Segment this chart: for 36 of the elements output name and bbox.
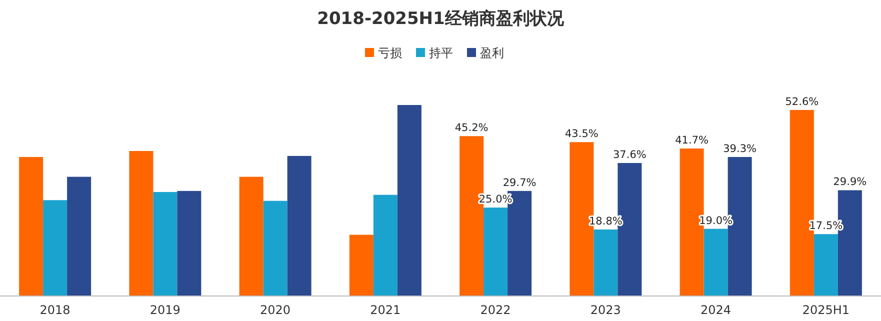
bar	[397, 105, 422, 296]
legend-label: 亏损	[378, 46, 402, 60]
bar	[129, 150, 154, 296]
bar	[67, 176, 92, 296]
bar	[43, 200, 68, 296]
bar	[19, 156, 44, 296]
x-tick-label: 2023	[590, 303, 621, 317]
bar	[814, 234, 838, 296]
bar	[177, 190, 202, 296]
data-label: 39.3%	[723, 142, 757, 155]
legend-label: 盈利	[480, 46, 504, 60]
bar	[287, 156, 312, 296]
x-tick-label: 2025H1	[802, 303, 850, 317]
x-tick-label: 2018	[40, 303, 70, 317]
bar	[704, 228, 728, 296]
x-tick-label: 2022	[480, 303, 511, 317]
x-tick-label: 2020	[260, 303, 291, 317]
data-label: 29.7%	[502, 176, 536, 189]
bar	[484, 208, 508, 296]
data-label: 43.5%	[565, 128, 598, 140]
data-label: 52.6%	[785, 96, 819, 108]
data-label: 29.9%	[833, 176, 867, 188]
bar	[349, 234, 374, 296]
x-tick-label: 2024	[700, 303, 732, 317]
data-label: 45.2%	[454, 122, 488, 134]
x-tick-label: 2019	[150, 303, 180, 317]
data-label: 37.6%	[613, 149, 646, 162]
chart-title: 2018-2025H1经销商盈利状况	[317, 9, 565, 29]
data-label: 41.7%	[675, 134, 709, 147]
bar	[594, 230, 618, 296]
bar	[263, 200, 288, 296]
bar	[153, 192, 178, 296]
legend-label: 持平	[429, 46, 453, 60]
bar	[373, 194, 398, 296]
bar	[239, 176, 264, 296]
x-tick-label: 2021	[370, 303, 401, 317]
